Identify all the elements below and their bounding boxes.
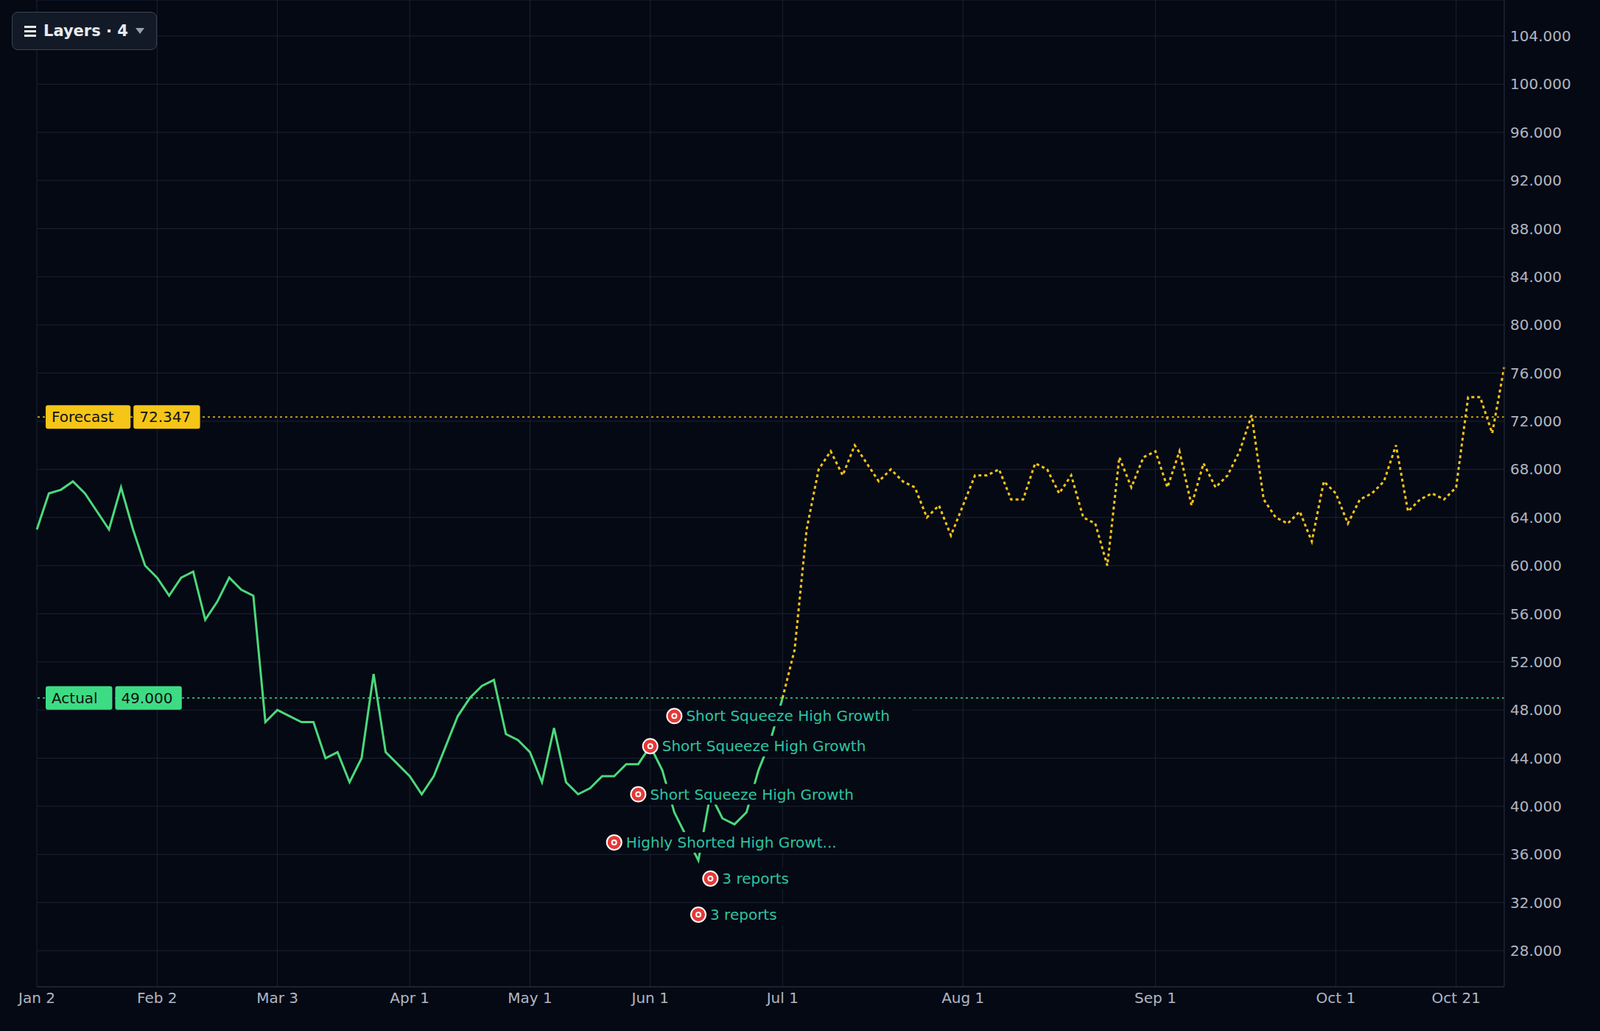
svg-text:Jan 2: Jan 2 [16,989,56,1007]
svg-text:Forecast: Forecast [51,408,115,426]
svg-text:80.000: 80.000 [1510,316,1562,334]
svg-text:3 reports: 3 reports [710,906,778,924]
svg-text:100.000: 100.000 [1510,75,1572,93]
svg-text:32.000: 32.000 [1510,894,1562,912]
html-text:Layers · 4: Layers · 4 [43,22,129,40]
svg-text:40.000: 40.000 [1510,797,1562,816]
svg-text:Feb 2: Feb 2 [137,989,178,1007]
svg-text:Short Squeeze High Growth: Short Squeeze High Growth [685,707,890,725]
svg-text:92.000: 92.000 [1510,171,1562,190]
svg-text:60.000: 60.000 [1510,556,1562,575]
svg-text:Mar 3: Mar 3 [256,989,299,1007]
svg-text:84.000: 84.000 [1510,268,1562,286]
svg-text:Oct 1: Oct 1 [1316,989,1357,1007]
svg-text:72.000: 72.000 [1510,412,1562,431]
svg-text:Jul 1: Jul 1 [765,989,799,1007]
svg-text:Actual: Actual [51,689,98,708]
svg-text:48.000: 48.000 [1510,701,1562,719]
svg-text:96.000: 96.000 [1510,123,1562,142]
svg-text:64.000: 64.000 [1510,509,1562,527]
svg-text:72.347: 72.347 [139,408,191,426]
svg-text:Highly Shorted High Growt...: Highly Shorted High Growt... [626,833,837,852]
svg-text:76.000: 76.000 [1510,364,1562,383]
svg-text:3 reports: 3 reports [721,869,789,888]
svg-text:Aug 1: Aug 1 [941,989,985,1007]
svg-text:Oct 21: Oct 21 [1431,989,1480,1007]
svg-text:28.000: 28.000 [1510,942,1562,960]
svg-text:Jun 1: Jun 1 [630,989,669,1007]
svg-text:Sep 1: Sep 1 [1134,989,1177,1007]
svg-text:May 1: May 1 [507,989,552,1007]
svg-text:Short Squeeze High Growth: Short Squeeze High Growth [662,737,867,756]
svg-text:Short Squeeze High Growth: Short Squeeze High Growth [649,786,854,804]
svg-text:52.000: 52.000 [1510,653,1562,672]
svg-text:Apr 1: Apr 1 [389,989,430,1007]
svg-text:49.000: 49.000 [120,689,173,708]
svg-text:36.000: 36.000 [1510,845,1562,864]
svg-text:104.000: 104.000 [1510,27,1572,45]
svg-text:68.000: 68.000 [1510,460,1562,479]
svg-text:56.000: 56.000 [1510,605,1562,624]
svg-text:44.000: 44.000 [1510,749,1562,768]
svg-text:88.000: 88.000 [1510,220,1562,238]
